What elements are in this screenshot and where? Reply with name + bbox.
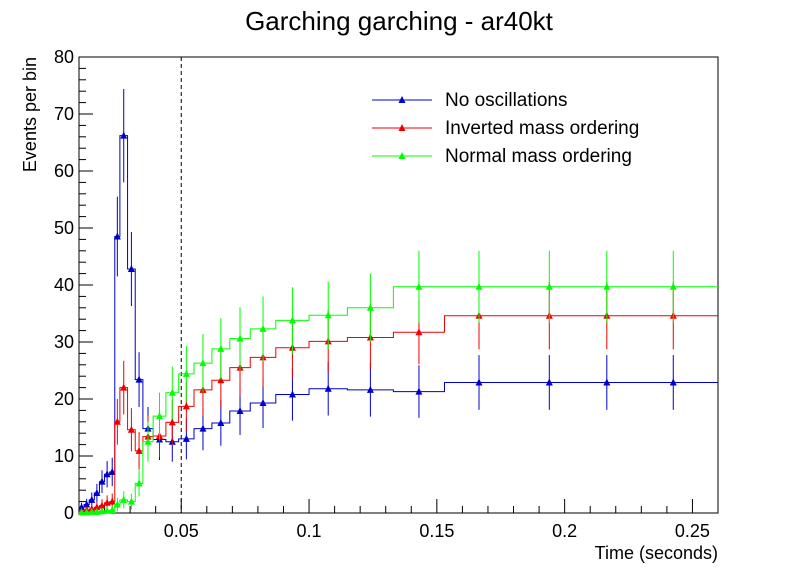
data-point-marker <box>288 390 296 398</box>
y-tick-label: 50 <box>54 218 74 238</box>
data-point-marker <box>103 498 111 506</box>
data-point-marker <box>83 500 91 508</box>
legend-marker <box>398 124 406 131</box>
data-point-marker <box>83 508 91 516</box>
plot-area: 0.05 0.1 0.15 0.2 0.25 0 10 20 30 40 50 60 70 80 <box>54 47 719 541</box>
data-point-marker <box>93 507 101 515</box>
y-tick-label: 60 <box>54 161 74 181</box>
data-point-marker <box>108 506 116 514</box>
legend: No oscillations Inverted mass ordering Nor… <box>372 90 639 167</box>
data-point-marker <box>475 282 483 290</box>
data-point-marker <box>199 424 207 432</box>
data-point-marker <box>259 398 267 406</box>
data-point-marker <box>236 406 244 414</box>
data-point-marker <box>182 402 190 410</box>
x-tick-label: 0.15 <box>419 521 454 541</box>
data-point-marker <box>113 232 121 240</box>
data-point-marker <box>113 500 121 508</box>
y-tick-label: 20 <box>54 389 74 409</box>
y-tick-label: 40 <box>54 275 74 295</box>
data-point-marker <box>366 303 374 311</box>
data-point-marker <box>127 425 135 433</box>
data-point-marker <box>324 311 332 319</box>
data-point-marker <box>135 479 143 487</box>
y-tick-label: 10 <box>54 446 74 466</box>
chart-title: Garching garching - ar40kt <box>245 6 554 36</box>
data-point-marker <box>88 495 96 503</box>
legend-marker <box>398 96 406 103</box>
data-point-marker <box>415 328 423 336</box>
data-point-marker <box>545 282 553 290</box>
legend-item: No oscillations <box>372 90 568 111</box>
data-point-marker <box>669 378 677 386</box>
data-point-marker <box>366 385 374 393</box>
data-point-marker <box>113 417 121 425</box>
y-axis-label: Events per bin <box>20 57 40 172</box>
data-point-marker <box>324 384 332 392</box>
data-point-marker <box>78 508 86 516</box>
series-3 <box>78 250 718 516</box>
data-point-marker <box>168 388 176 396</box>
data-point-marker <box>103 506 111 514</box>
data-point-marker <box>93 489 101 497</box>
legend-label: Inverted mass ordering <box>445 118 639 139</box>
data-point-marker <box>415 282 423 290</box>
y-tick-label: 80 <box>54 47 74 67</box>
data-point-marker <box>217 418 225 426</box>
data-point-marker <box>127 265 135 273</box>
y-tick-label: 70 <box>54 104 74 124</box>
legend-label: No oscillations <box>445 90 568 111</box>
data-point-marker <box>156 412 164 420</box>
x-tick-label: 0.1 <box>297 521 322 541</box>
data-point-marker <box>217 344 225 352</box>
data-point-marker <box>120 495 128 503</box>
data-point-marker <box>182 369 190 377</box>
x-tick-label: 0.2 <box>552 521 577 541</box>
data-point-marker <box>259 324 267 332</box>
series-step-line <box>79 286 718 513</box>
data-point-marker <box>127 497 135 505</box>
data-point-marker <box>78 503 86 511</box>
data-point-marker <box>98 477 106 485</box>
data-point-marker <box>135 375 143 383</box>
data-point-marker <box>475 378 483 386</box>
data-point-marker <box>135 446 143 454</box>
data-point-marker <box>603 378 611 386</box>
data-point-marker <box>108 467 116 475</box>
legend-item: Inverted mass ordering <box>372 118 639 139</box>
data-point-marker <box>98 507 106 515</box>
data-point-marker <box>120 383 128 391</box>
x-tick-label: 0.25 <box>675 521 710 541</box>
data-point-marker <box>88 507 96 515</box>
data-point-marker <box>545 378 553 386</box>
legend-marker <box>398 152 406 159</box>
data-point-marker <box>669 282 677 290</box>
legend-label: Normal mass ordering <box>445 146 632 167</box>
data-point-marker <box>103 470 111 478</box>
x-axis-label: Time (seconds) <box>595 543 718 563</box>
data-point-marker <box>168 418 176 426</box>
data-point-marker <box>236 334 244 342</box>
data-point-marker <box>144 437 152 445</box>
x-tick-label: 0.05 <box>164 521 199 541</box>
data-point-marker <box>120 131 128 139</box>
data-point-marker <box>199 359 207 367</box>
data-point-marker <box>182 434 190 442</box>
y-tick-label: 30 <box>54 332 74 352</box>
legend-item: Normal mass ordering <box>372 146 632 167</box>
data-point-marker <box>108 497 116 505</box>
data-point-marker <box>98 501 106 509</box>
y-tick-label: 0 <box>64 503 74 523</box>
data-point-marker <box>217 376 225 384</box>
data-point-marker <box>603 282 611 290</box>
data-point-marker <box>288 316 296 324</box>
data-point-marker <box>415 387 423 395</box>
